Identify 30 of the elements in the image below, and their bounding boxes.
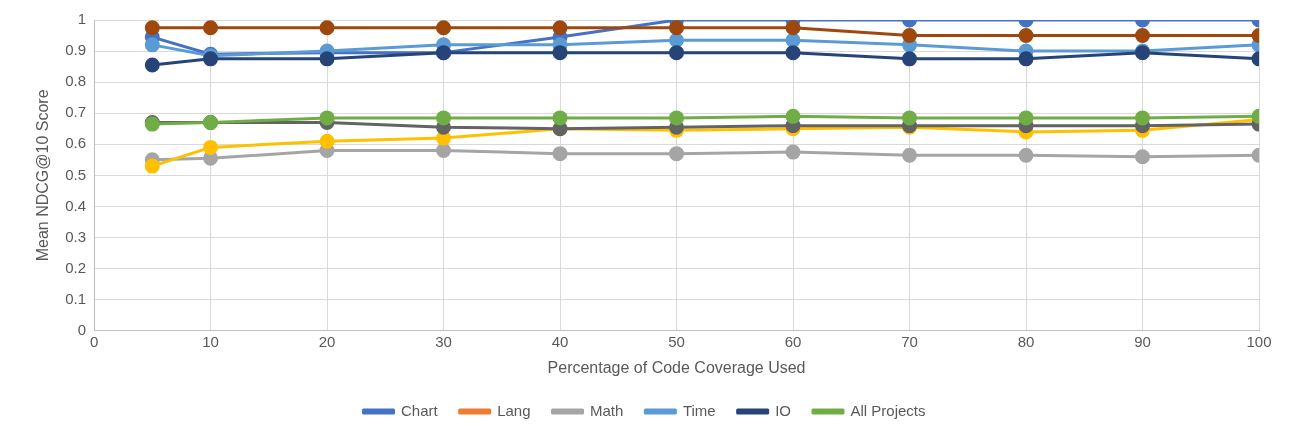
x-tick-label: 80 [1017,332,1035,350]
y-tick-label: 0.8 [65,72,87,90]
legend-label: Time [682,401,716,419]
x-tick-label: 90 [1134,332,1151,350]
y-tick-label: 0.1 [65,289,87,307]
x-tick-label: 70 [901,332,918,350]
x-tick-label: 20 [318,332,336,350]
y-axis-title: Mean NDCG@10 Score [34,89,52,262]
legend-label: Lang [497,401,531,419]
x-tick-label: 30 [435,332,452,350]
y-tick-label: 1 [77,10,87,28]
y-tick-label: 0.3 [65,227,87,245]
y-tick-label: 0.6 [65,134,87,152]
legend-label: All Projects [850,401,926,419]
y-tick-label: 0.2 [65,258,87,276]
x-tick-label: 50 [668,332,685,350]
x-axis-title: Percentage of Code Coverage Used [547,358,806,376]
y-tick-label: 0.4 [65,196,87,214]
legend-label: Chart [400,401,439,419]
y-tick-label: 0.7 [65,103,87,121]
x-tick-label: 100 [1246,332,1272,350]
x-tick-label: 60 [784,332,802,350]
y-tick-label: 0.9 [65,41,87,59]
legend-label: IO [775,401,791,419]
legend-label: Math [590,401,624,419]
x-tick-label: 10 [202,332,219,350]
y-tick-label: 0.5 [65,165,87,183]
x-tick-label: 40 [551,332,569,350]
y-tick-label: 0 [77,320,87,338]
x-tick-label: 0 [89,332,99,350]
